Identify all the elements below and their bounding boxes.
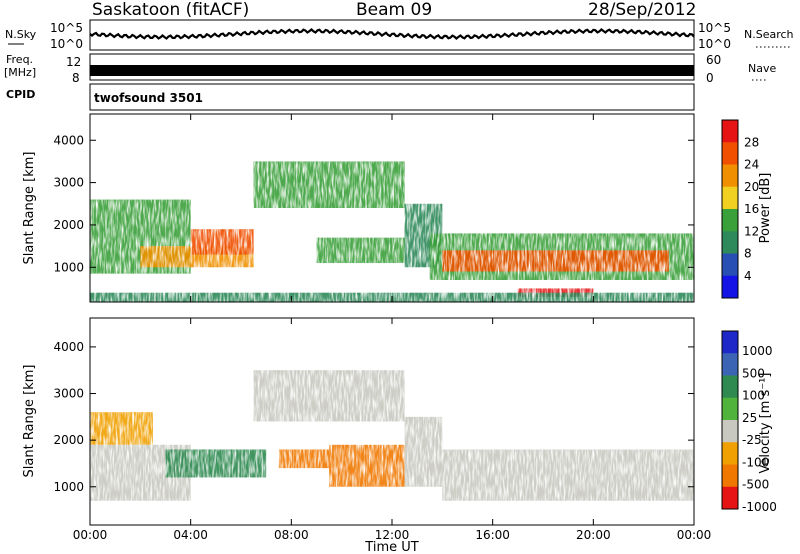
velocity-colorbar-swatch — [722, 442, 738, 465]
power-colorbar-swatch — [722, 253, 738, 277]
power-colorbar-tick: 12 — [744, 224, 759, 238]
cpid-value: twofsound 3501 — [94, 91, 203, 105]
x-tick-label: 20:00 — [576, 528, 611, 542]
x-tick-label: 12:00 — [375, 528, 410, 542]
power-colorbar-tick: 24 — [744, 158, 759, 172]
x-tick-label: 00:00 — [73, 528, 108, 542]
vel-region — [165, 449, 267, 478]
vel-ytick-label: 3000 — [53, 387, 84, 401]
noise-strip — [89, 19, 695, 51]
vel-region — [90, 412, 153, 445]
power-colorbar-swatch — [722, 209, 738, 232]
power-colorbar-tick: 8 — [744, 247, 752, 261]
freq-label: Freq. — [6, 53, 34, 66]
beam-label: Beam 09 — [356, 0, 433, 20]
power-colorbar-swatch — [722, 164, 738, 188]
x-tick-label: 08:00 — [274, 528, 309, 542]
freq-strip — [89, 53, 695, 81]
velocity-colorbar-swatch — [722, 375, 738, 399]
velocity-colorbar-swatch — [722, 420, 738, 443]
power-colorbar-label: Power [dB] — [758, 173, 773, 244]
nsky-label: N.Sky — [5, 28, 37, 41]
power-colorbar-tick: 16 — [744, 202, 759, 216]
power-colorbar-tick: 28 — [744, 135, 759, 149]
power-colorbar-tick: 4 — [744, 269, 752, 283]
date-label: 28/Sep/2012 — [588, 0, 697, 20]
power-colorbar-swatch — [722, 120, 738, 143]
power-region — [316, 237, 405, 264]
power-colorbar-swatch — [722, 142, 738, 165]
vel-ytick-label: 1000 — [53, 480, 84, 494]
power-ytick-label: 2000 — [53, 218, 84, 232]
velocity-colorbar-swatch — [722, 486, 738, 510]
nave-tick-top: 60 — [706, 53, 721, 67]
velocity-colorbar-label: Velocity [m s⁻¹] — [758, 373, 773, 474]
velocity-colorbar-tick: 100 — [742, 389, 765, 403]
power-colorbar-swatch — [722, 231, 738, 254]
power-colorbar-swatch — [722, 186, 738, 210]
station-title: Saskatoon (fitACF) — [92, 0, 250, 20]
power-ytick-label: 3000 — [53, 176, 84, 190]
vel-region — [404, 416, 443, 487]
noise-tick-right-bottom: 10^0 — [698, 37, 731, 51]
velocity-colorbar-tick: -100 — [742, 455, 769, 469]
freq-unit-label: [MHz] — [4, 66, 37, 79]
x-axis-label: Time UT — [364, 540, 418, 554]
freq-tick-top: 12 — [66, 55, 81, 69]
velocity-colorbar-swatch — [722, 353, 738, 376]
power-region — [442, 250, 669, 272]
velocity-colorbar-tick: 500 — [742, 366, 765, 380]
freq-band — [90, 65, 694, 76]
x-tick-label: 00:00 — [677, 528, 712, 542]
velocity-panel: 1000 2000 3000 4000 Slant Range [km] — [22, 317, 695, 526]
noise-tick-left-top: 10^5 — [50, 21, 83, 35]
velocity-colorbar-tick: -500 — [742, 478, 769, 492]
x-tick-label: 04:00 — [173, 528, 208, 542]
freq-tick-bottom: 8 — [72, 71, 80, 85]
power-ylabel: Slant Range [km] — [22, 152, 37, 265]
velocity-colorbar-tick: -1000 — [742, 500, 777, 514]
velocity-colorbar-tick: 25 — [742, 411, 757, 425]
nave-tick-bottom: 0 — [706, 71, 714, 85]
vel-region — [329, 444, 405, 487]
velocity-colorbar-swatch — [722, 331, 738, 354]
velocity-colorbar-frame — [721, 330, 739, 510]
nsearch-label: N.Search — [744, 28, 794, 41]
cpid-strip-frame — [89, 83, 695, 111]
noise-tick-right-top: 10^5 — [698, 21, 731, 35]
power-region — [253, 161, 405, 208]
vel-ytick-label: 4000 — [53, 340, 84, 354]
velocity-colorbar-tick: -25 — [742, 433, 762, 447]
power-region — [190, 229, 254, 255]
vel-region — [253, 370, 405, 422]
noise-tick-left-bottom: 10^0 — [50, 37, 83, 51]
x-tick-label: 16:00 — [475, 528, 510, 542]
power-colorbar-tick: 20 — [744, 180, 759, 194]
noise-trace — [89, 28, 695, 40]
vel-ytick-label: 2000 — [53, 433, 84, 447]
power-ytick-label: 4000 — [53, 133, 84, 147]
velocity-ylabel: Slant Range [km] — [22, 365, 37, 478]
velocity-colorbar-tick: 1000 — [742, 344, 773, 358]
power-ytick-label: 1000 — [53, 260, 84, 274]
power-panel: 1000 2000 3000 4000 Slant Range [km] — [22, 113, 695, 303]
vel-region — [278, 449, 330, 469]
power-colorbar-frame — [721, 119, 739, 299]
vel-region — [442, 449, 694, 501]
cpid-label: CPID — [6, 88, 36, 101]
velocity-colorbar-swatch — [722, 464, 738, 488]
nave-label: Nave — [748, 62, 777, 75]
velocity-colorbar-swatch — [722, 397, 738, 421]
power-colorbar-swatch — [722, 275, 738, 299]
